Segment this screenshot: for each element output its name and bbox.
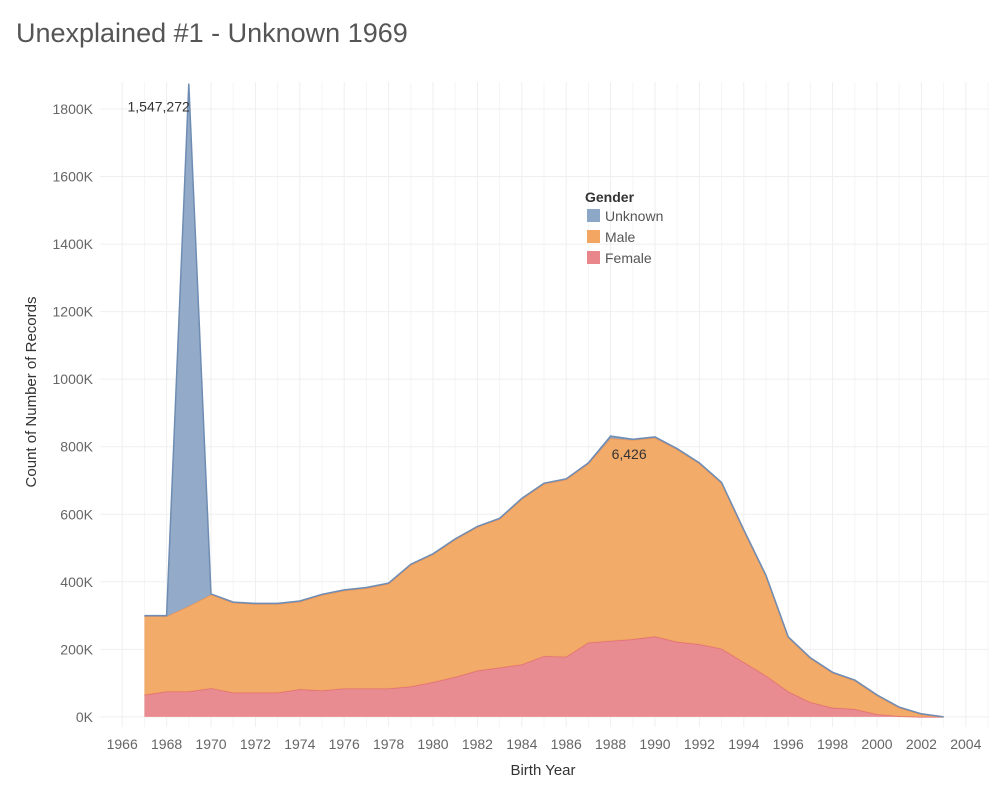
legend-item-male[interactable]: Male — [587, 229, 636, 245]
annotations: 1,547,272 6,426 — [128, 99, 647, 463]
y-tick-label: 400K — [60, 574, 93, 590]
y-tick-label: 1400K — [53, 236, 94, 252]
x-axis-title: Birth Year — [510, 762, 575, 779]
x-tick-label: 1990 — [639, 736, 670, 752]
chart-title: Unexplained #1 - Unknown 1969 — [16, 18, 408, 48]
x-tick-label: 1980 — [417, 736, 448, 752]
x-tick-label: 1970 — [195, 736, 226, 752]
legend-swatch — [587, 251, 600, 264]
x-axis-ticks: 1966 1968 1970 1972 1974 1976 1978 1980 1982 1984… — [107, 736, 982, 752]
x-tick-label: 1972 — [240, 736, 271, 752]
area-male[interactable] — [144, 437, 944, 717]
legend-item-unknown[interactable]: Unknown — [587, 208, 663, 224]
y-tick-label: 800K — [60, 439, 93, 455]
x-tick-label: 1998 — [817, 736, 848, 752]
y-axis-title: Count of Number of Records — [23, 297, 40, 488]
stacked-areas — [144, 83, 944, 718]
legend-label: Female — [605, 250, 652, 266]
x-tick-label: 1976 — [329, 736, 360, 752]
y-tick-label: 600K — [60, 506, 93, 522]
y-tick-label: 0K — [76, 709, 94, 725]
annotation-label: 6,426 — [612, 446, 647, 462]
legend-swatch — [587, 230, 600, 243]
area-line-unknown — [144, 83, 944, 718]
x-tick-label: 2000 — [861, 736, 892, 752]
legend-item-female[interactable]: Female — [587, 250, 652, 266]
legend[interactable]: Gender Unknown Male Female — [585, 189, 663, 266]
x-tick-label: 1986 — [551, 736, 582, 752]
x-tick-label: 1968 — [151, 736, 182, 752]
x-tick-label: 1994 — [728, 736, 759, 752]
y-tick-label: 1000K — [53, 371, 94, 387]
legend-label: Unknown — [605, 208, 663, 224]
x-tick-label: 1982 — [462, 736, 493, 752]
y-axis-ticks: 0K 200K 400K 600K 800K 1000K 1200K 1400K 1600K 18… — [53, 101, 94, 725]
x-tick-label: 1996 — [773, 736, 804, 752]
x-tick-label: 1966 — [107, 736, 138, 752]
x-tick-label: 2004 — [950, 736, 981, 752]
x-tick-label: 1992 — [684, 736, 715, 752]
y-tick-label: 1200K — [53, 304, 94, 320]
x-tick-label: 1984 — [506, 736, 537, 752]
x-tick-label: 1978 — [373, 736, 404, 752]
legend-title: Gender — [585, 189, 635, 205]
x-tick-label: 1988 — [595, 736, 626, 752]
legend-label: Male — [605, 229, 636, 245]
y-tick-label: 1800K — [53, 101, 94, 117]
annotation-label: 1,547,272 — [128, 99, 190, 115]
y-tick-label: 1600K — [53, 169, 94, 185]
x-tick-label: 1974 — [284, 736, 315, 752]
area-female[interactable] — [144, 636, 944, 717]
legend-swatch — [587, 209, 600, 222]
x-tick-label: 2002 — [906, 736, 937, 752]
y-tick-label: 200K — [60, 641, 93, 657]
